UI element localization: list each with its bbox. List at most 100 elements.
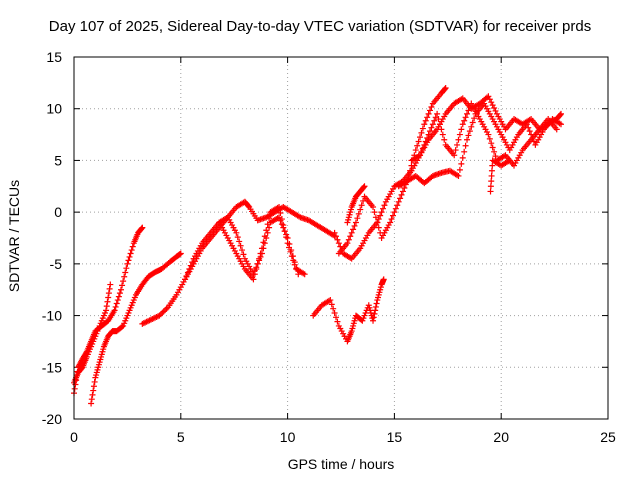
data-point-marker [462, 114, 469, 121]
data-point-marker [104, 298, 111, 305]
data-point-marker [375, 224, 382, 231]
data-point-marker [184, 269, 191, 276]
y-axis-label: SDTVAR / TECUs [6, 179, 22, 293]
y-tick-label: -15 [42, 359, 62, 375]
data-point-marker [465, 107, 472, 114]
data-point-marker [116, 290, 123, 297]
data-point-marker [284, 235, 291, 241]
data-point-marker [106, 285, 113, 292]
data-point-marker [266, 215, 273, 222]
data-point-marker [233, 229, 240, 236]
data-point-marker [372, 214, 379, 221]
data-point-marker [558, 121, 565, 128]
data-point-marker [90, 383, 97, 390]
data-point-marker [371, 310, 378, 317]
data-point-marker [113, 300, 120, 307]
data-point-marker [103, 307, 110, 314]
data-point-marker [360, 184, 367, 191]
data-point-marker [442, 85, 449, 92]
data-point-marker [491, 148, 498, 155]
data-point-marker [88, 396, 95, 403]
data-point-marker [278, 216, 285, 223]
data-point-marker [189, 259, 196, 266]
data-point-marker [122, 269, 129, 276]
data-point-marker [465, 132, 472, 139]
data-point-marker [395, 198, 402, 205]
data-point-marker [354, 215, 361, 222]
data-point-marker [162, 307, 169, 314]
data-point-marker [399, 188, 406, 195]
data-point-marker [419, 145, 426, 152]
data-point-marker [407, 167, 414, 174]
data-point-marker [466, 128, 473, 135]
x-tick-label: 0 [70, 429, 78, 445]
data-point-marker [258, 245, 265, 252]
data-point-marker [111, 307, 118, 314]
data-point-marker [103, 303, 110, 310]
data-point-marker [129, 243, 136, 250]
y-tick-label: -10 [42, 308, 62, 324]
data-point-marker [441, 136, 448, 143]
data-point-marker [486, 135, 493, 142]
data-point-marker [380, 276, 387, 283]
data-point-marker [469, 119, 476, 126]
data-point-marker [123, 265, 130, 272]
x-tick-label: 5 [177, 429, 185, 445]
data-point-marker [288, 253, 295, 260]
data-point-marker [372, 303, 379, 310]
data-point-marker [389, 212, 396, 219]
data-point-marker [71, 385, 78, 392]
y-tick-label: 10 [46, 101, 62, 117]
data-point-marker [284, 240, 291, 247]
data-point-marker [287, 248, 294, 255]
data-point-marker [471, 115, 478, 122]
data-point-marker [418, 129, 425, 136]
data-point-marker [333, 233, 340, 240]
data-point-marker [506, 157, 513, 164]
data-point-marker [254, 260, 261, 267]
data-point-marker [240, 251, 247, 258]
data-point-marker [115, 293, 122, 300]
data-point-marker [91, 378, 98, 385]
data-point-marker [557, 111, 564, 118]
data-point-marker [351, 222, 358, 229]
data-point-marker [412, 147, 419, 154]
data-point-marker [429, 121, 436, 128]
data-point-marker [291, 261, 298, 268]
data-point-marker [425, 131, 432, 138]
data-point-marker [260, 239, 267, 246]
data-point-marker [452, 147, 459, 154]
data-point-marker [388, 216, 395, 223]
data-point-marker [523, 121, 530, 128]
data-point-marker [239, 247, 246, 254]
data-point-marker [183, 272, 190, 279]
data-point-marker [421, 141, 428, 148]
data-point-marker [456, 166, 463, 173]
data-point-marker [88, 400, 95, 407]
data-point-marker [126, 253, 133, 260]
data-point-marker [277, 210, 284, 217]
data-point-marker [466, 103, 473, 110]
data-point-marker [335, 240, 342, 247]
data-point-marker [488, 140, 495, 147]
data-point-marker [392, 205, 399, 212]
data-point-marker [488, 99, 495, 106]
data-point-marker [327, 297, 334, 304]
data-point-marker [345, 236, 352, 243]
data-point-marker [417, 152, 424, 159]
data-point-marker [456, 131, 463, 138]
data-point-marker [394, 202, 401, 209]
data-point-marker [261, 240, 268, 247]
data-point-marker [459, 154, 466, 161]
data-point-marker [125, 257, 132, 264]
data-point-marker [387, 219, 394, 226]
data-point-marker [525, 124, 532, 131]
data-point-marker [280, 222, 287, 229]
data-point-marker [427, 107, 433, 114]
data-point-marker [357, 206, 364, 213]
data-point-marker [526, 128, 533, 135]
data-point-marker [553, 126, 560, 133]
data-point-marker [361, 183, 368, 190]
data-point-marker [370, 203, 377, 210]
